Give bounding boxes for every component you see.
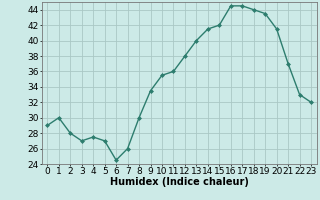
X-axis label: Humidex (Indice chaleur): Humidex (Indice chaleur) [110, 177, 249, 187]
